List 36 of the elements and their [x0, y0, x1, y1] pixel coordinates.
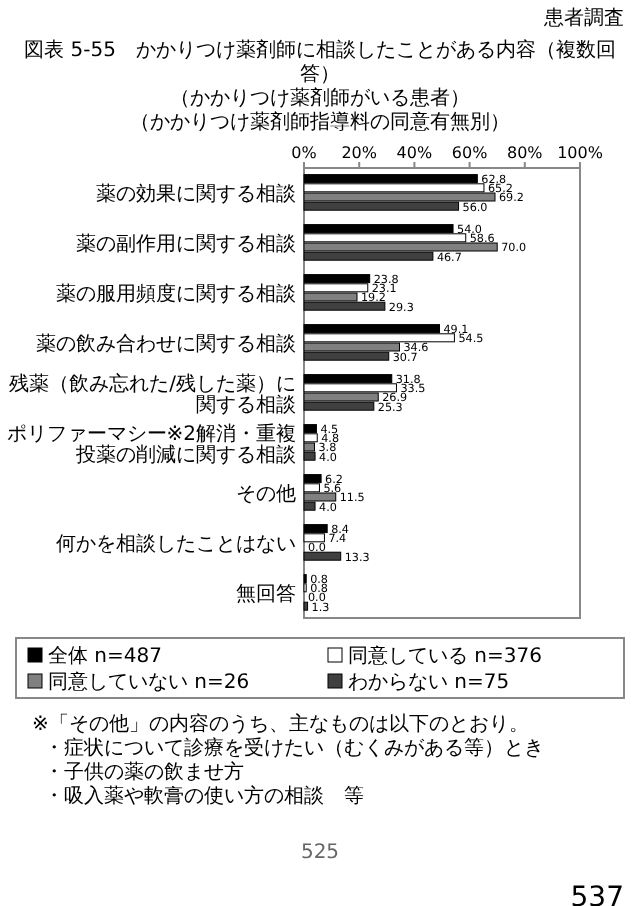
chart-subtitle: （かかりつけ薬剤師がいる患者）	[170, 86, 470, 110]
x-tick-label: 20%	[341, 144, 378, 162]
y-tick-label: 薬の飲み合わせに関する相談	[36, 332, 296, 356]
legend-label: 同意していない n=26	[48, 670, 250, 694]
text: 537	[570, 882, 624, 906]
chart-title: 図表 5-55 かかりつけ薬剤師に相談したことがある内容（複数回答）	[24, 38, 616, 86]
x-tick-label: 60%	[451, 144, 489, 162]
bar	[303, 174, 478, 184]
y-tick-label: その他	[236, 482, 296, 506]
y-tick-label: 無回答	[236, 582, 296, 606]
y-tick-label: 薬の効果に関する相談	[96, 182, 296, 206]
text: ・吸入薬や軟膏の使い方の相談 等	[44, 784, 364, 808]
x-tick-label: 40%	[396, 144, 433, 162]
y-tick-label: 何かを相談したことはない	[56, 532, 296, 556]
text: 525	[300, 842, 340, 864]
legend-label: 全体 n=487	[48, 644, 162, 668]
legend-label: わからない n=75	[348, 672, 510, 694]
bar	[303, 424, 317, 434]
bar	[303, 274, 371, 284]
x-tick-label: 0%	[291, 144, 318, 162]
y-tick-label: 薬の服用頻度に関する相談	[56, 282, 296, 306]
bar	[303, 474, 322, 484]
header: 患者調査	[544, 8, 624, 30]
bar	[303, 524, 328, 534]
bar	[303, 374, 393, 384]
text: （かかりつけ薬剤師指導料の同意有無別）	[130, 110, 510, 134]
x-tick-label: 80%	[507, 144, 544, 162]
text: ・子供の薬の飲ませ方	[44, 760, 244, 784]
y-tick-label: 薬の副作用に関する相談	[76, 232, 296, 256]
text: ※「その他」の内容のうち、主なものは以下のとおり。	[32, 712, 529, 736]
y-tick-label: 残薬（飲み忘れた/残した薬）に関する相談	[9, 371, 296, 417]
text: ・症状について診療を受けたい（むくみがある等）とき	[44, 736, 544, 760]
x-tick-label: 100%	[557, 144, 604, 162]
legend-label: 同意している n=376	[348, 644, 542, 668]
bar	[303, 551, 342, 561]
y-tick-label: ポリファーマシー※2解消・重複投薬の削減に関する相談	[6, 421, 296, 467]
